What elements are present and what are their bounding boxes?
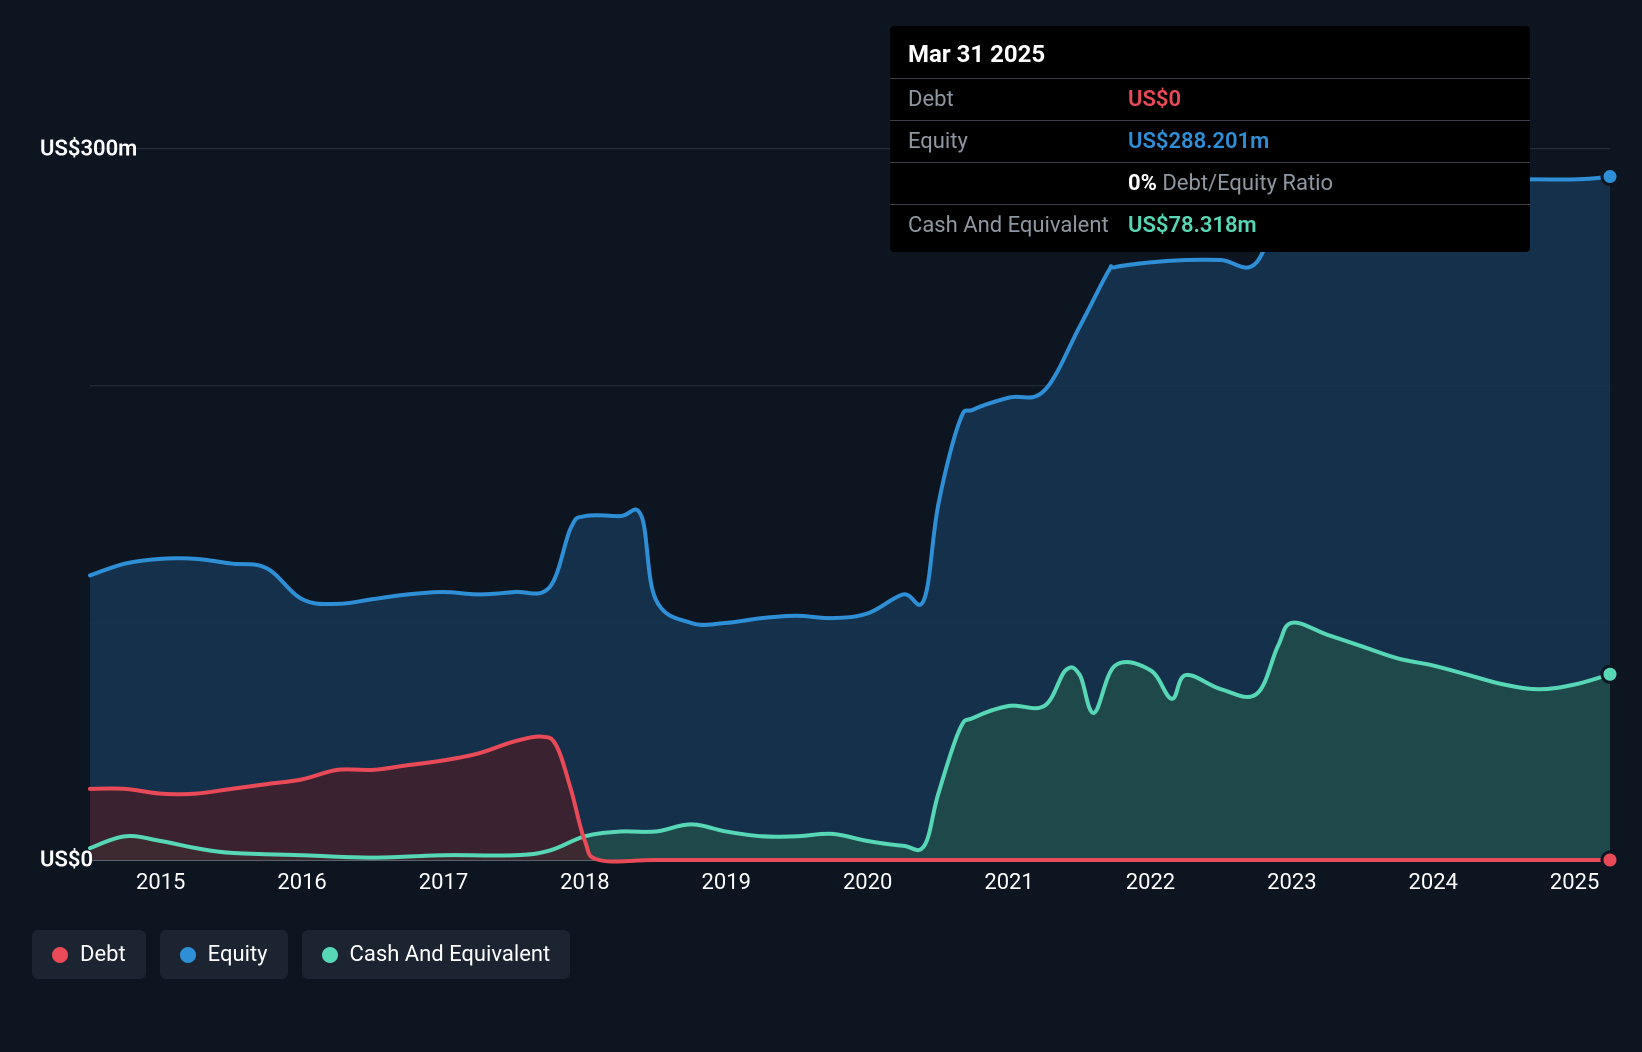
tooltip-row: Cash And EquivalentUS$78.318m	[890, 204, 1530, 246]
tooltip: Mar 31 2025 DebtUS$0EquityUS$288.201m0% …	[890, 26, 1530, 252]
y-axis-tick-label: US$300m	[40, 136, 137, 161]
tooltip-row: 0% Debt/Equity Ratio	[890, 162, 1530, 204]
tooltip-key	[908, 171, 1128, 196]
legend-swatch-cash	[322, 947, 338, 963]
legend-item-debt[interactable]: Debt	[32, 930, 146, 979]
tooltip-key: Cash And Equivalent	[908, 213, 1128, 238]
tooltip-title: Mar 31 2025	[890, 36, 1530, 78]
x-axis-tick-label: 2016	[277, 870, 326, 895]
tooltip-row: DebtUS$0	[890, 78, 1530, 120]
y-axis-tick-label: US$0	[40, 848, 93, 873]
x-axis-tick-label: 2024	[1409, 870, 1458, 895]
tooltip-rows: DebtUS$0EquityUS$288.201m0% Debt/Equity …	[890, 78, 1530, 246]
tooltip-row: EquityUS$288.201m	[890, 120, 1530, 162]
x-axis-tick-label: 2025	[1550, 870, 1599, 895]
tooltip-value: 0% Debt/Equity Ratio	[1128, 171, 1333, 196]
legend-swatch-equity	[180, 947, 196, 963]
tooltip-value: US$288.201m	[1128, 129, 1269, 154]
x-axis-tick-label: 2015	[136, 870, 185, 895]
legend-label: Debt	[80, 942, 126, 967]
x-axis-tick-label: 2020	[843, 870, 892, 895]
x-axis-tick-label: 2018	[560, 870, 609, 895]
end-marker-debt	[1602, 852, 1618, 868]
x-axis-tick-label: 2019	[702, 870, 751, 895]
legend: Debt Equity Cash And Equivalent	[32, 930, 570, 979]
tooltip-key: Debt	[908, 87, 1128, 112]
financials-chart: US$0 US$300m 2015 2016 2017 2018 2019 2020 2021…	[0, 0, 1642, 1052]
legend-swatch-debt	[52, 947, 68, 963]
tooltip-key: Equity	[908, 129, 1128, 154]
tooltip-value: US$78.318m	[1128, 213, 1257, 238]
tooltip-value: US$0	[1128, 87, 1181, 112]
legend-label: Equity	[208, 942, 268, 967]
legend-item-cash[interactable]: Cash And Equivalent	[302, 930, 571, 979]
x-axis-tick-label: 2023	[1267, 870, 1316, 895]
x-axis-tick-label: 2022	[1126, 870, 1175, 895]
x-axis-tick-label: 2017	[419, 870, 468, 895]
legend-label: Cash And Equivalent	[350, 942, 551, 967]
legend-item-equity[interactable]: Equity	[160, 930, 288, 979]
end-marker-cash	[1602, 666, 1618, 682]
x-axis-tick-label: 2021	[984, 870, 1033, 895]
end-marker-equity	[1602, 169, 1618, 185]
